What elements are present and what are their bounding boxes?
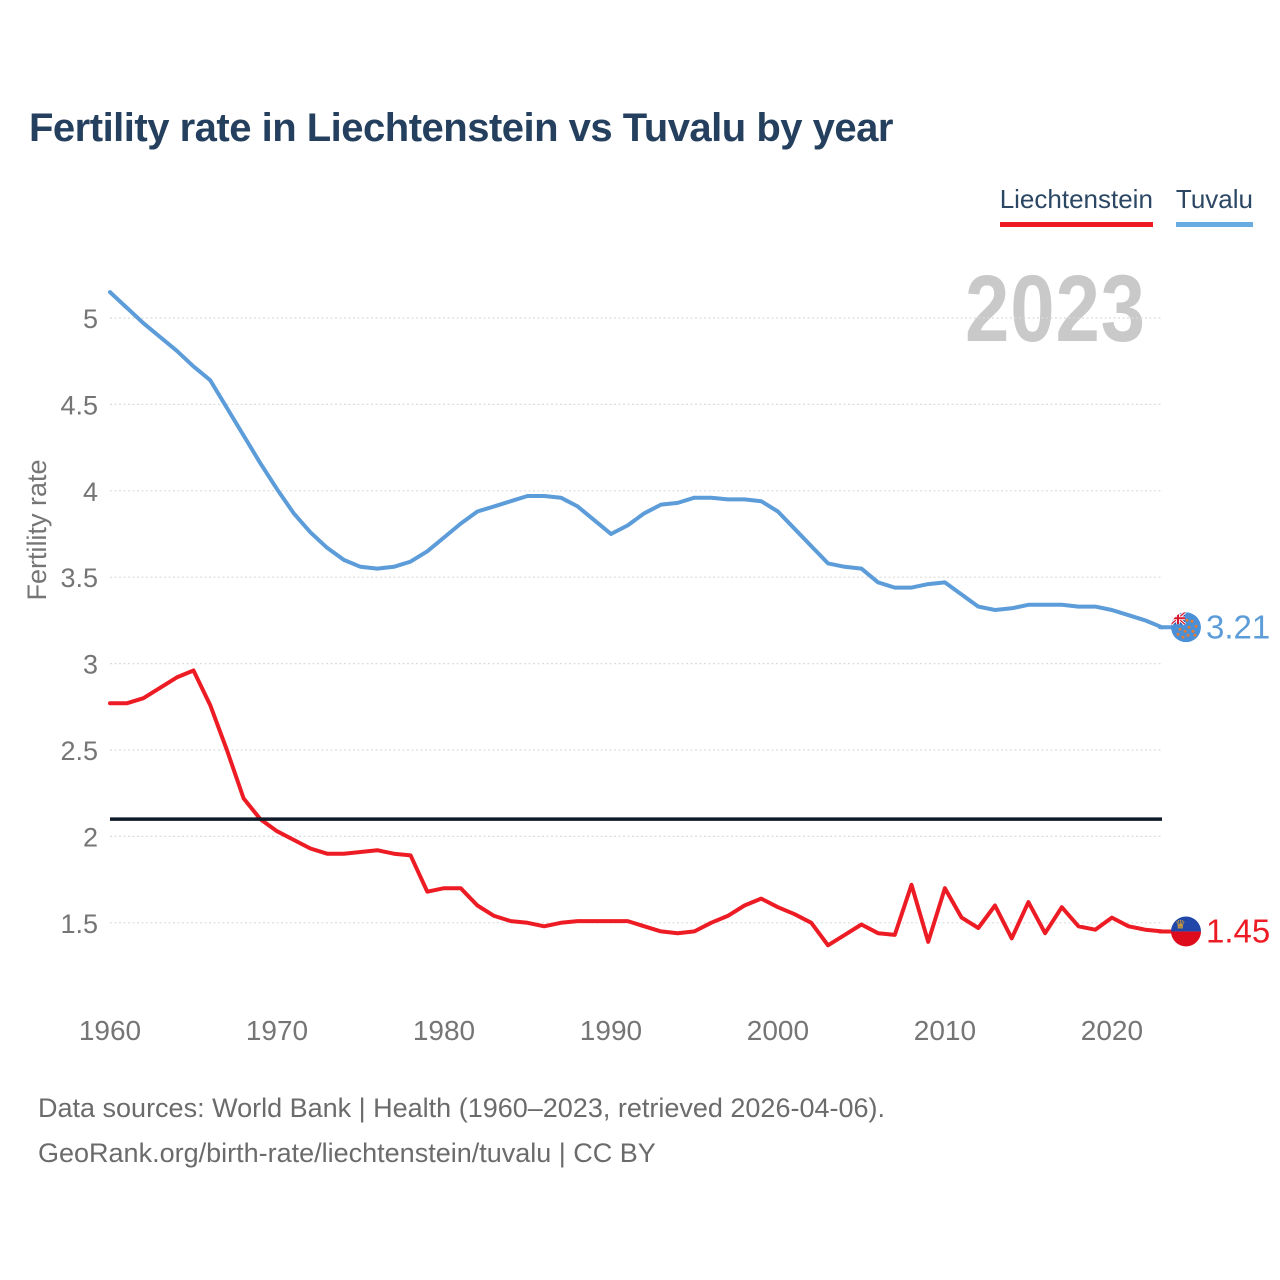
legend-item-liechtenstein[interactable]: Liechtenstein bbox=[999, 184, 1153, 227]
x-tick-label: 2000 bbox=[747, 1015, 809, 1046]
x-tick-label: 2010 bbox=[914, 1015, 976, 1046]
svg-text:♛: ♛ bbox=[1175, 917, 1186, 931]
y-tick-label: 3.5 bbox=[60, 563, 98, 593]
x-tick-label: 2020 bbox=[1081, 1015, 1143, 1046]
page-title: Fertility rate in Liechtenstein vs Tuval… bbox=[29, 106, 893, 150]
x-tick-label: 1980 bbox=[413, 1015, 475, 1046]
tuvalu-line bbox=[108, 290, 1164, 630]
y-tick-label: 2.5 bbox=[60, 736, 98, 766]
source-url-line: GeoRank.org/birth-rate/liechtenstein/tuv… bbox=[38, 1138, 656, 1168]
y-tick-label: 4 bbox=[83, 477, 98, 507]
y-tick-label: 5 bbox=[83, 304, 98, 334]
y-tick-label: 4.5 bbox=[60, 390, 98, 420]
x-tick-label: 1970 bbox=[246, 1015, 308, 1046]
x-tick-label: 1990 bbox=[580, 1015, 642, 1046]
y-axis-title: Fertility rate bbox=[22, 459, 52, 600]
x-tick-label: 1960 bbox=[79, 1015, 141, 1046]
tuvalu-end-value-label: 3.21 bbox=[1206, 608, 1270, 645]
legend: Liechtenstein Tuvalu bbox=[999, 184, 1253, 227]
legend-item-tuvalu[interactable]: Tuvalu bbox=[1175, 184, 1253, 227]
data-source-line: Data sources: World Bank | Health (1960–… bbox=[38, 1093, 885, 1123]
year-watermark: 2023 bbox=[965, 256, 1146, 362]
liechtenstein-flag-icon: ♛ bbox=[1171, 916, 1201, 947]
liechtenstein-line bbox=[108, 668, 1164, 948]
liechtenstein-end-value-label: 1.45 bbox=[1206, 912, 1270, 949]
tuvalu-flag-icon bbox=[1171, 612, 1201, 643]
y-tick-label: 2 bbox=[83, 822, 98, 852]
y-tick-label: 3 bbox=[83, 650, 98, 680]
y-tick-label: 1.5 bbox=[60, 909, 98, 939]
source-attribution: Data sources: World Bank | Health (1960–… bbox=[38, 1086, 885, 1176]
